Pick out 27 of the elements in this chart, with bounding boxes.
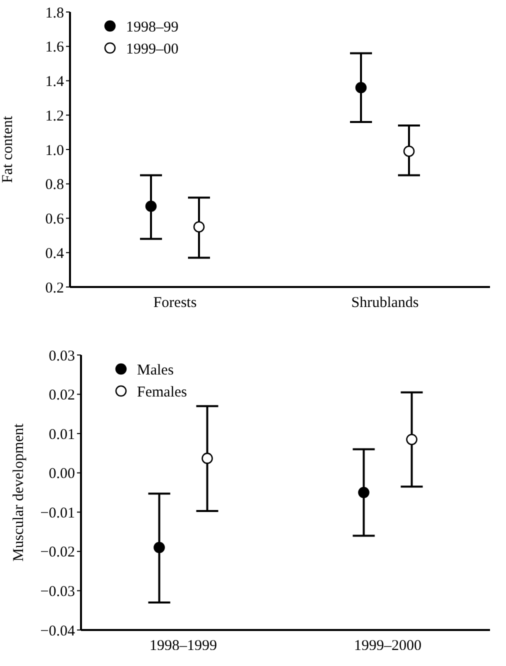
legend-label: Males xyxy=(137,362,174,378)
y-axis-title: Muscular development xyxy=(11,422,27,562)
x-tick-label: 1998–1999 xyxy=(150,638,217,654)
y-tick-label: 1.8 xyxy=(45,5,64,22)
y-axis-title: Fat content xyxy=(0,115,16,184)
legend-label: Females xyxy=(137,384,188,400)
y-tick-label: 0.00 xyxy=(48,466,75,482)
y-tick-label: 1.6 xyxy=(45,40,64,56)
y-tick-label: −0.01 xyxy=(40,505,75,522)
y-tick-label: 0.8 xyxy=(45,177,64,194)
x-tick-label: 1999–2000 xyxy=(354,638,422,654)
y-tick-label: 0.01 xyxy=(48,426,75,443)
y-tick-label: 1.0 xyxy=(45,142,64,159)
y-tick-label: 0.02 xyxy=(48,388,75,404)
x-tick-label: Forests xyxy=(153,295,197,311)
y-tick-label: −0.02 xyxy=(40,544,75,561)
y-tick-label: 0.03 xyxy=(48,348,75,364)
legend-label: 1998–99 xyxy=(126,19,178,36)
y-tick-label: 1.2 xyxy=(45,108,64,124)
legend-label: 1999–00 xyxy=(126,41,178,58)
y-tick-label: 0.2 xyxy=(45,280,64,296)
y-tick-label: 0.6 xyxy=(45,212,64,228)
x-tick-label: Shrublands xyxy=(351,295,419,311)
y-tick-label: 0.4 xyxy=(45,246,64,262)
y-tick-label: −0.03 xyxy=(40,584,75,600)
y-tick-label: 1.4 xyxy=(45,74,64,90)
y-tick-label: −0.04 xyxy=(40,623,76,640)
